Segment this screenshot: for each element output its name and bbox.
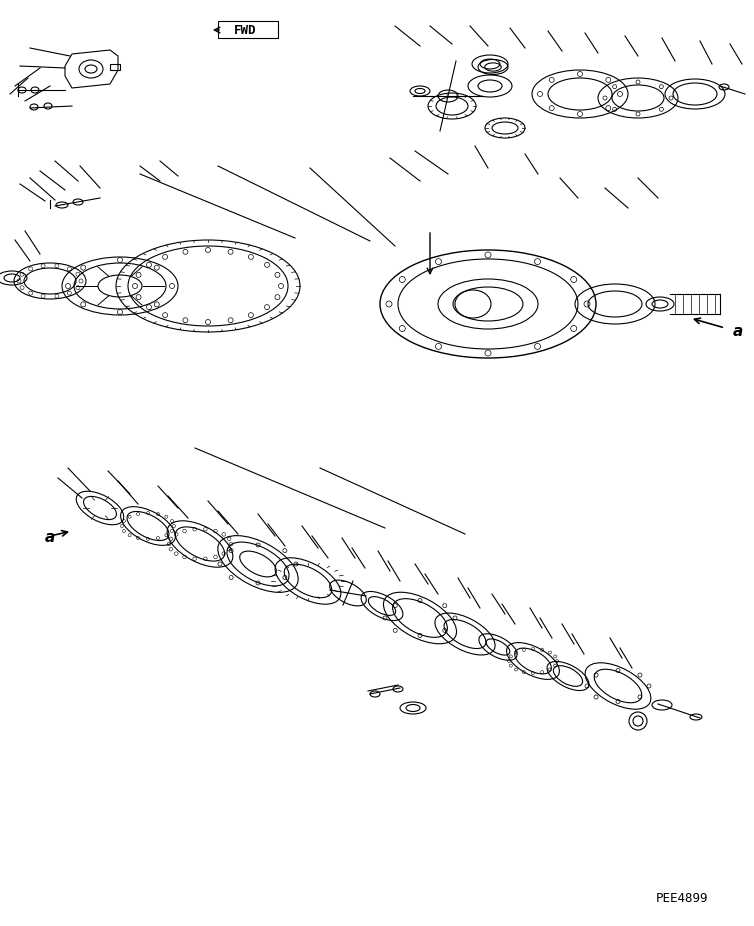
- Text: FWD: FWD: [234, 23, 256, 36]
- Text: PEE4899: PEE4899: [656, 892, 708, 905]
- Text: a: a: [45, 531, 55, 545]
- Text: a: a: [733, 323, 743, 339]
